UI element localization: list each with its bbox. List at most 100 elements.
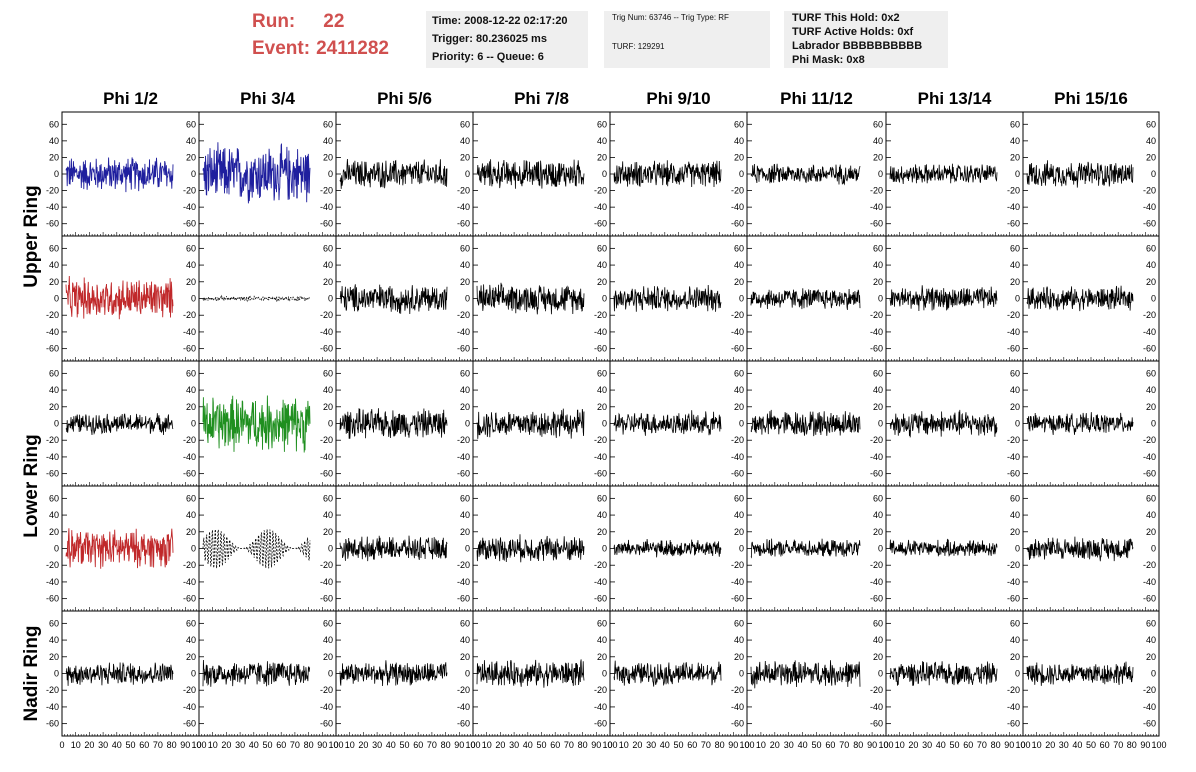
y-tick-label: 60 — [186, 368, 196, 378]
y-tick-label: -60 — [594, 469, 607, 479]
y-tick-label: -40 — [1007, 577, 1020, 587]
y-tick-label: 60 — [734, 618, 744, 628]
y-tick-label: 20 — [597, 652, 607, 662]
column-title: Phi 3/4 — [240, 89, 295, 108]
y-tick-label: -40 — [457, 702, 470, 712]
waveform-panel: -60 -40 -20 0 20 40 60 — [472, 111, 611, 237]
y-tick-label: 60 — [734, 243, 744, 253]
waveform-trace — [613, 538, 722, 558]
y-tick-label: 60 — [1146, 618, 1156, 628]
y-tick-label: 20 — [734, 277, 744, 287]
y-tick-label: 60 — [597, 243, 607, 253]
waveform-panel: -60 -40 -20 0 20 40 60 — [198, 610, 337, 737]
y-tick-label: 40 — [873, 635, 883, 645]
y-tick-label: 40 — [49, 385, 59, 395]
waveform-trace — [476, 408, 585, 439]
x-tick-label: 20 — [770, 740, 780, 750]
y-tick-label: 20 — [1010, 152, 1020, 162]
y-tick-label: -20 — [1143, 186, 1156, 196]
y-tick-label: -20 — [731, 560, 744, 570]
y-tick-label: -40 — [594, 577, 607, 587]
waveform-panel: -60 -40 -20 0 20 40 60 — [746, 111, 887, 237]
y-tick-label: 40 — [49, 635, 59, 645]
y-tick-label: -40 — [870, 452, 883, 462]
y-tick-label: 60 — [1146, 243, 1156, 253]
waveform-panel: -60 -40 -20 0 20 40 60 — [746, 610, 887, 737]
x-tick-label: 10 — [1032, 740, 1042, 750]
y-tick-label: 20 — [49, 652, 59, 662]
y-tick-label: 60 — [597, 493, 607, 503]
y-tick-label: 0 — [878, 294, 883, 304]
y-tick-label: 0 — [878, 544, 883, 554]
y-tick-label: -40 — [457, 452, 470, 462]
x-tick-label: 70 — [977, 740, 987, 750]
y-tick-label: -60 — [1143, 719, 1156, 729]
y-tick-label: 60 — [873, 618, 883, 628]
waveform-trace — [613, 410, 722, 436]
column-title: Phi 9/10 — [646, 89, 710, 108]
waveform-panel: -60 -40 -20 0 20 40 60 -60 -40 -20 0 20 40 60 — [46, 360, 200, 487]
y-tick-label: 0 — [1015, 544, 1020, 554]
y-tick-label: -40 — [320, 702, 333, 712]
waveform-trace — [202, 142, 311, 204]
x-tick-label: 100 — [465, 740, 480, 750]
y-tick-label: 0 — [1151, 294, 1156, 304]
y-tick-label: -60 — [731, 344, 744, 354]
waveform-trace — [476, 159, 585, 189]
y-tick-label: -40 — [594, 702, 607, 712]
y-tick-label: 20 — [460, 152, 470, 162]
y-tick-label: -20 — [731, 186, 744, 196]
waveform-panel: -60 -40 -20 0 20 40 60 — [746, 485, 887, 612]
waveform-trace — [889, 409, 998, 438]
x-tick-label: 20 — [1045, 740, 1055, 750]
column-title: Phi 5/6 — [377, 89, 432, 108]
y-tick-label: -20 — [457, 435, 470, 445]
y-tick-label: -60 — [457, 594, 470, 604]
waveform-trace — [476, 282, 585, 315]
y-tick-label: -20 — [1007, 560, 1020, 570]
y-tick-label: -60 — [320, 719, 333, 729]
y-tick-label: -20 — [46, 560, 59, 570]
y-tick-label: 40 — [1146, 136, 1156, 146]
x-tick-label: 50 — [262, 740, 272, 750]
x-tick-label: 20 — [908, 740, 918, 750]
y-tick-label: -20 — [1143, 310, 1156, 320]
waveform-panel: -60 -40 -20 0 20 40 60 -60 -40 -20 0 20 40 60 — [46, 111, 200, 237]
y-tick-label: 0 — [878, 669, 883, 679]
x-tick-label: 90 — [454, 740, 464, 750]
y-tick-label: 60 — [323, 119, 333, 129]
y-tick-label: 40 — [460, 635, 470, 645]
waveform-trace — [1026, 412, 1134, 435]
y-tick-label: -40 — [183, 577, 196, 587]
y-tick-label: 60 — [323, 243, 333, 253]
x-tick-label: 50 — [1086, 740, 1096, 750]
waveform-panel: -60 -40 -20 0 20 40 60 — [746, 235, 887, 362]
y-tick-label: -20 — [731, 435, 744, 445]
waveform-trace — [750, 660, 861, 689]
x-tick-label: 40 — [936, 740, 946, 750]
x-tick-label: 80 — [167, 740, 177, 750]
y-tick-label: -60 — [183, 594, 196, 604]
y-tick-label: -20 — [320, 560, 333, 570]
x-tick-label: 50 — [673, 740, 683, 750]
y-tick-label: -40 — [1007, 452, 1020, 462]
waveform-panel: -60 -40 -20 0 20 40 60 — [472, 610, 611, 737]
x-tick-label: 40 — [386, 740, 396, 750]
y-tick-label: 20 — [873, 152, 883, 162]
y-tick-label: 60 — [460, 243, 470, 253]
x-tick-label: 60 — [687, 740, 697, 750]
y-tick-label: -40 — [46, 452, 59, 462]
y-tick-label: -60 — [183, 219, 196, 229]
y-tick-label: -60 — [1143, 219, 1156, 229]
y-tick-label: 20 — [460, 527, 470, 537]
y-tick-label: 40 — [873, 136, 883, 146]
y-tick-label: -20 — [1143, 560, 1156, 570]
y-tick-label: 20 — [873, 277, 883, 287]
y-tick-label: 20 — [1146, 527, 1156, 537]
y-tick-label: -20 — [1007, 435, 1020, 445]
y-tick-label: 40 — [873, 510, 883, 520]
x-tick-label: 10 — [619, 740, 629, 750]
y-tick-label: 40 — [186, 635, 196, 645]
x-tick-label: 100 — [191, 740, 206, 750]
y-tick-label: 40 — [1010, 510, 1020, 520]
